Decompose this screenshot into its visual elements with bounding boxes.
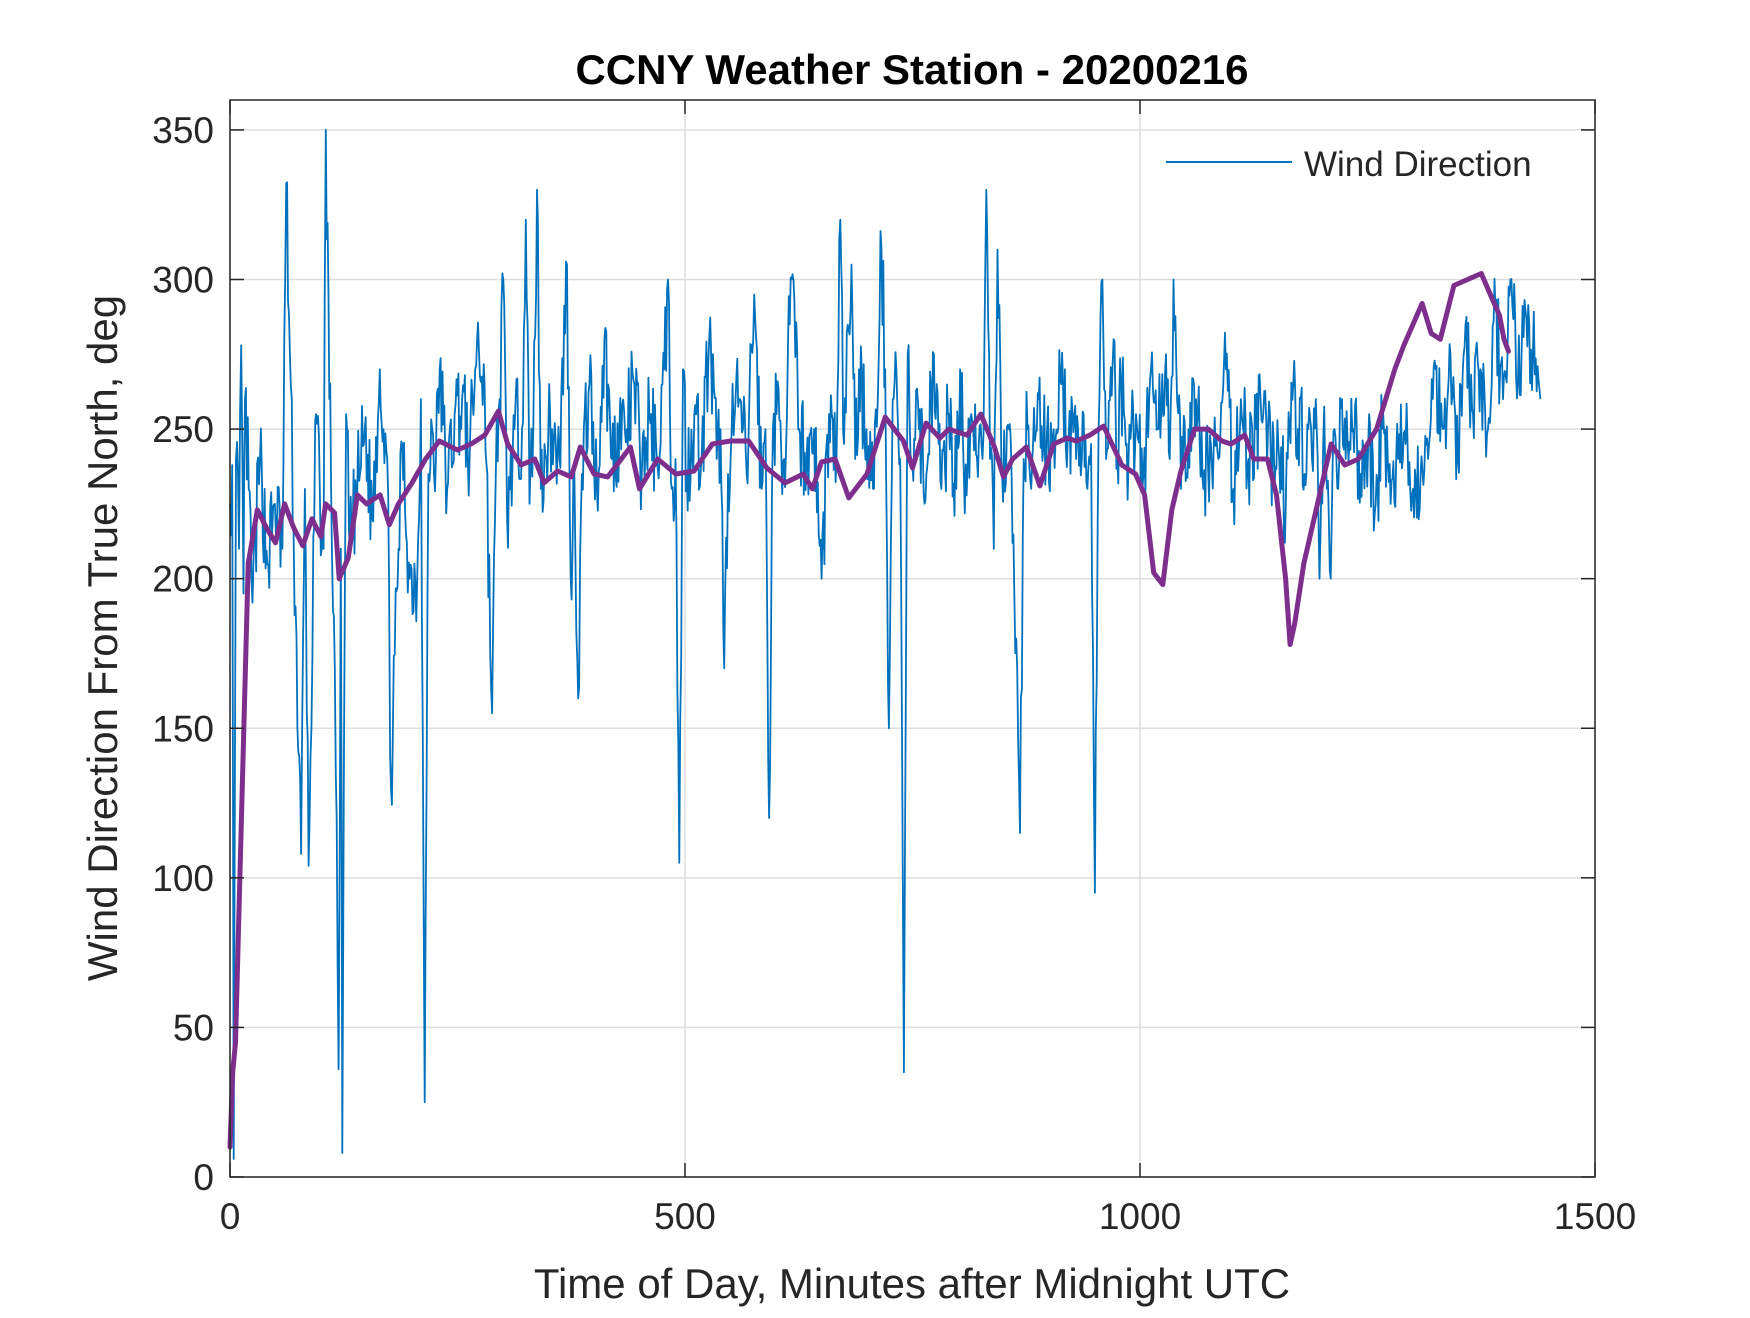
x-tick-label-1000: 1000 [1099, 1196, 1181, 1237]
y-tick-label-250: 250 [152, 409, 214, 450]
legend: Wind Direction [1166, 145, 1532, 184]
x-tick-label-500: 500 [654, 1196, 716, 1237]
y-tick-label-200: 200 [152, 559, 214, 600]
y-tick-label-100: 100 [152, 858, 214, 899]
x-tick-label-0: 0 [220, 1196, 241, 1237]
y-tick-labels: 0 50 100 150 200 250 300 350 [152, 110, 214, 1198]
y-tick-label-150: 150 [152, 708, 214, 749]
tick-marks [229, 100, 1596, 1178]
axes-box [229, 99, 1596, 1178]
legend-label-wind-direction: Wind Direction [1304, 145, 1532, 184]
y-axis-label: Wind Direction From True North, deg [79, 295, 126, 981]
y-tick-label-300: 300 [152, 260, 214, 301]
x-axis-label: Time of Day, Minutes after Midnight UTC [534, 1260, 1290, 1307]
plot-area [230, 100, 1595, 1177]
y-tick-label-0: 0 [193, 1157, 214, 1198]
series-line-running-mean [227, 271, 1511, 1150]
x-tick-label-1500: 1500 [1554, 1196, 1636, 1237]
y-tick-label-350: 350 [152, 110, 214, 151]
chart-title: CCNY Weather Station - 20200216 [575, 46, 1248, 93]
x-tick-labels: 0 500 1000 1500 [220, 1196, 1636, 1237]
y-tick-label-50: 50 [173, 1007, 214, 1048]
series-layer [227, 129, 1542, 1160]
grid [229, 100, 1596, 1178]
